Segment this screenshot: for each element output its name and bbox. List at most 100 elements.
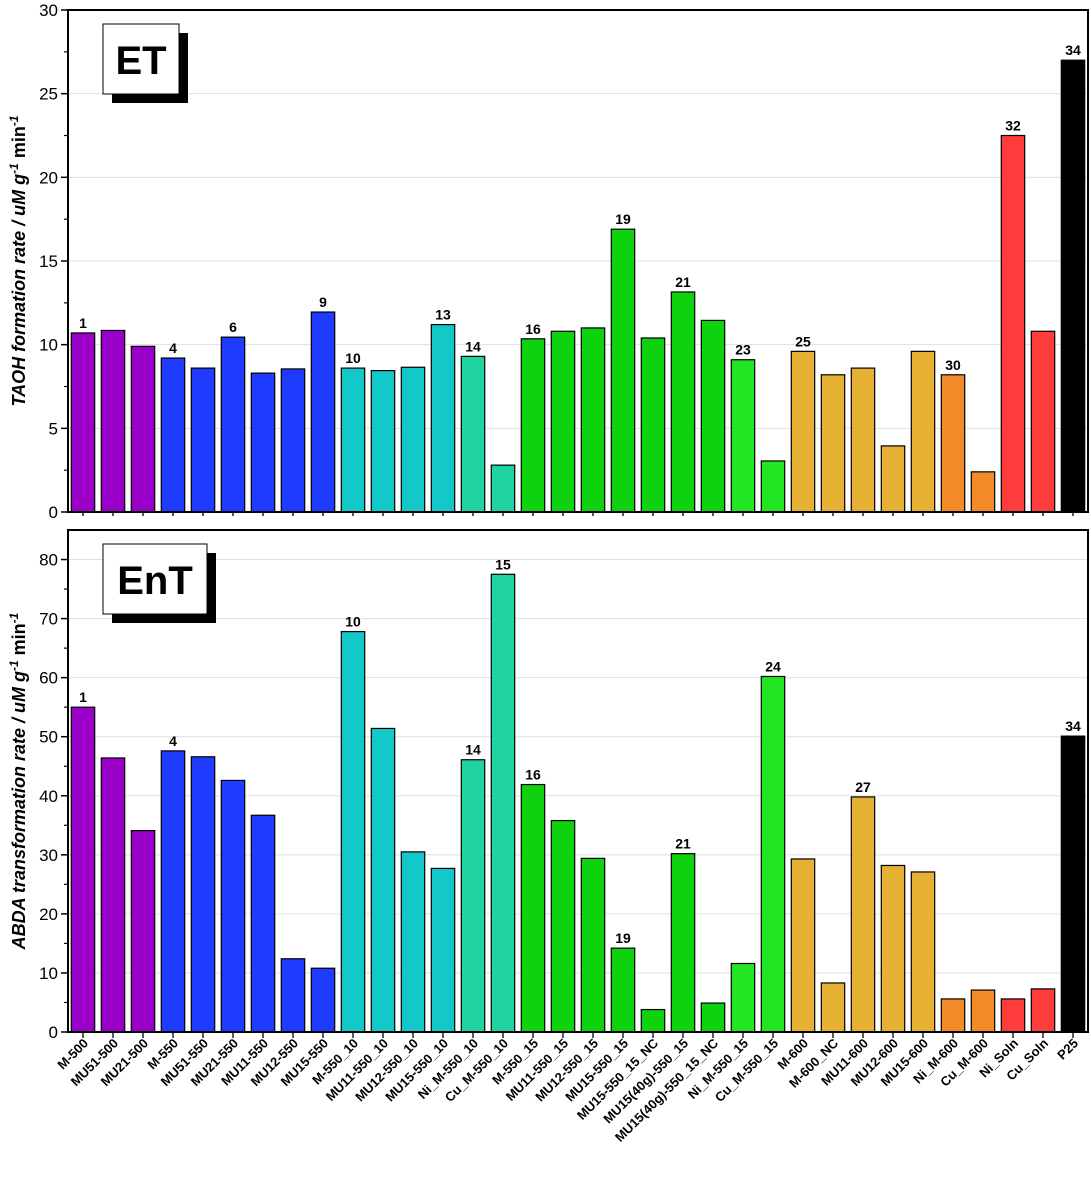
bar (910, 350, 936, 513)
bar-number-label: 21 (675, 274, 691, 290)
bar-number-label: 6 (229, 319, 237, 335)
bar (820, 374, 846, 513)
y-axis-title-part: ABDA transformation rate / uM g (9, 671, 29, 950)
bar-number-label: 25 (795, 333, 811, 349)
bar-number-label: 14 (465, 742, 481, 758)
bar (730, 359, 756, 513)
bar (790, 858, 816, 1033)
bar-number-label: 16 (525, 767, 541, 783)
bar-number-label: 19 (615, 211, 631, 227)
bar (1060, 735, 1086, 1033)
bar-number-label: 27 (855, 779, 871, 795)
bar (850, 367, 876, 513)
y-axis-title-part: -1 (7, 115, 21, 126)
bar-number-label: 30 (945, 357, 961, 373)
bar (430, 867, 456, 1033)
bar (550, 819, 576, 1033)
bar (760, 460, 786, 513)
y-axis-title-part: -1 (7, 612, 21, 623)
bar (100, 757, 126, 1033)
bar (970, 471, 996, 513)
bar-number-label: 34 (1065, 42, 1081, 58)
bar (700, 319, 726, 513)
panel-tag-box (102, 543, 208, 615)
bar (430, 323, 456, 513)
bar (610, 228, 636, 513)
bar-number-label: 19 (615, 930, 631, 946)
bar-number-label: 15 (495, 556, 511, 572)
category-axis-labels: M-500MU51-500MU21-500M-550MU51-550MU21-5… (54, 1035, 1081, 1145)
bar (190, 367, 216, 513)
bar (940, 998, 966, 1033)
bar (160, 750, 186, 1033)
y-tick-label: 60 (39, 669, 58, 688)
bar (250, 372, 276, 513)
bar (400, 366, 426, 513)
bar (370, 370, 396, 513)
bar (820, 982, 846, 1033)
y-tick-label: 20 (39, 905, 58, 924)
bar (580, 857, 606, 1033)
bar-number-label: 24 (765, 658, 781, 674)
bar (520, 783, 546, 1033)
bar (880, 864, 906, 1033)
ent-panel: 0102030405060708014101415161921242734EnT… (7, 529, 1089, 1042)
bar-number-label: 4 (169, 340, 177, 356)
bar (970, 989, 996, 1033)
bar (1060, 59, 1086, 513)
bar (640, 337, 666, 513)
bar (760, 675, 786, 1033)
bar-number-label: 21 (675, 836, 691, 852)
bar (460, 355, 486, 513)
y-tick-label: 0 (49, 1023, 58, 1042)
y-tick-label: 0 (49, 503, 58, 522)
bar-number-label: 9 (319, 294, 327, 310)
bar (580, 327, 606, 513)
bar (670, 291, 696, 513)
y-tick-label: 30 (39, 1, 58, 20)
y-tick-label: 10 (39, 336, 58, 355)
bar (100, 329, 126, 513)
bar (790, 350, 816, 513)
bar (910, 871, 936, 1033)
bar (400, 851, 426, 1033)
bar (220, 779, 246, 1033)
y-axis-title-part: TAOH formation rate / uM g (9, 174, 29, 407)
bar (640, 1008, 666, 1033)
bar (190, 756, 216, 1033)
bar (550, 330, 576, 513)
bar (310, 967, 336, 1033)
bar-number-label: 14 (465, 338, 481, 354)
y-tick-label: 5 (49, 419, 58, 438)
bar-number-label: 1 (79, 315, 87, 331)
bar-number-label: 10 (345, 350, 361, 366)
bar (1030, 330, 1056, 513)
panel-tag-box (102, 23, 180, 95)
bar (130, 345, 156, 513)
y-tick-label: 20 (39, 168, 58, 187)
bar (700, 1002, 726, 1033)
bar (280, 958, 306, 1033)
bar-number-label: 34 (1065, 718, 1081, 734)
bar (490, 573, 516, 1033)
bar (340, 367, 366, 513)
bar-number-label: 1 (79, 689, 87, 705)
x-category-label: P25 (1054, 1036, 1081, 1063)
bar (220, 336, 246, 513)
bar (460, 759, 486, 1033)
bar-number-label: 13 (435, 307, 451, 323)
bar (340, 630, 366, 1033)
bar (250, 814, 276, 1033)
bar (280, 368, 306, 513)
y-axis-title-part: min (9, 126, 29, 163)
y-tick-label: 40 (39, 787, 58, 806)
bar (370, 727, 396, 1033)
panel-tag-label: ET (115, 39, 166, 83)
bar (1000, 134, 1026, 513)
bar (1030, 988, 1056, 1033)
bar (1000, 998, 1026, 1033)
bar (940, 374, 966, 513)
bar (70, 332, 96, 513)
y-axis-title-part: -1 (7, 163, 21, 174)
